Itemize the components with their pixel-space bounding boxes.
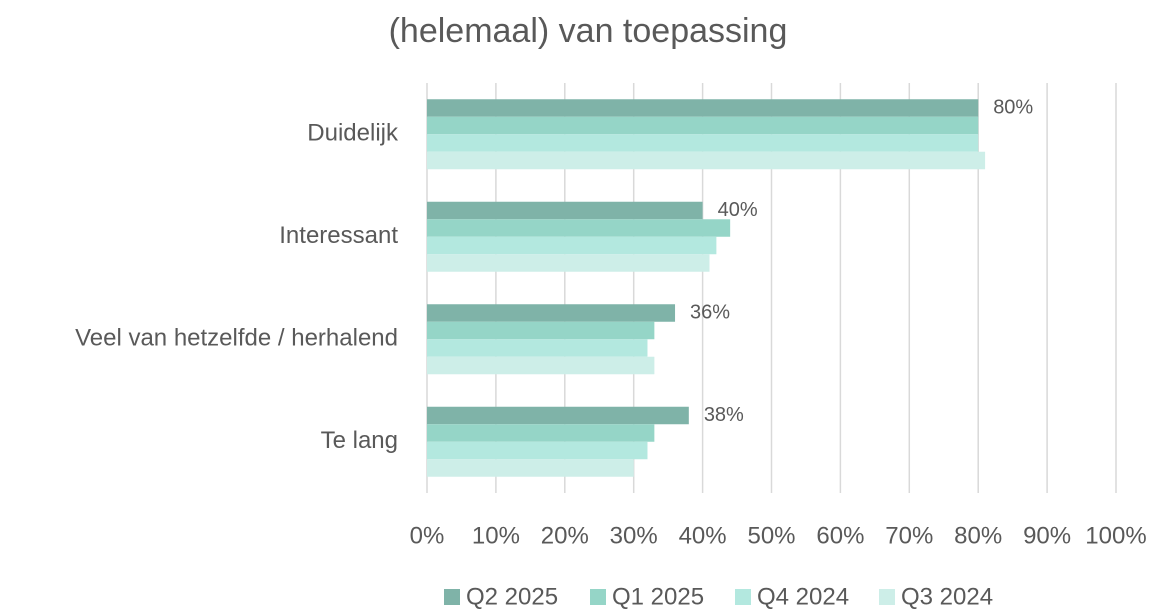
bar <box>427 201 703 220</box>
x-tick-label: 80% <box>954 522 1002 549</box>
bar <box>427 441 648 460</box>
legend-label: Q3 2024 <box>901 583 993 610</box>
legend-label: Q4 2024 <box>757 583 849 610</box>
x-tick-label: 40% <box>679 522 727 549</box>
bar <box>427 151 986 170</box>
bar <box>427 339 648 357</box>
x-tick-label: 50% <box>747 522 795 549</box>
x-tick-label: 20% <box>541 522 589 549</box>
bar <box>427 99 979 117</box>
legend-label: Q1 2025 <box>612 583 704 610</box>
bar <box>427 406 689 425</box>
bar <box>427 254 710 272</box>
bar <box>427 424 655 442</box>
x-tick-label: 100% <box>1085 522 1146 549</box>
bar <box>427 219 731 237</box>
x-tick-label: 60% <box>816 522 864 549</box>
x-tick-label: 70% <box>885 522 933 549</box>
bar <box>427 321 655 340</box>
legend-swatch <box>590 589 606 605</box>
bar <box>427 304 676 322</box>
y-tick-label: Duidelijk <box>307 120 399 147</box>
legend-label: Q2 2025 <box>466 583 558 610</box>
y-tick-label: Veel van hetzelfde / herhalend <box>75 325 398 352</box>
x-tick-label: 10% <box>472 522 520 549</box>
bar <box>427 134 979 152</box>
legend-swatch <box>735 589 751 605</box>
bar <box>427 356 655 375</box>
bar <box>427 116 979 135</box>
bar <box>427 459 634 477</box>
x-tick-label: 90% <box>1023 522 1071 549</box>
bar <box>427 236 717 255</box>
value-label: 38% <box>704 404 744 426</box>
value-label: 40% <box>718 199 758 221</box>
y-tick-label: Interessant <box>279 222 398 249</box>
x-tick-label: 0% <box>410 522 445 549</box>
value-label: 36% <box>690 301 730 323</box>
y-tick-label: Te lang <box>321 427 398 454</box>
legend-swatch <box>444 589 460 605</box>
chart-title: (helemaal) van toepassing <box>389 12 788 50</box>
x-tick-label: 30% <box>610 522 658 549</box>
legend-swatch <box>879 589 895 605</box>
value-label: 80% <box>993 96 1033 118</box>
